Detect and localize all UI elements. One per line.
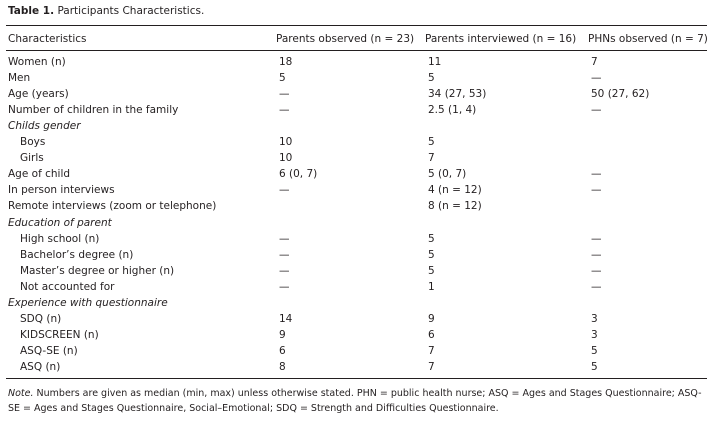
cell-value: 34 (27, 53) xyxy=(428,88,487,101)
cell-value: 7 xyxy=(428,360,435,373)
cell-value: 5 xyxy=(428,264,435,277)
cell-value: — xyxy=(279,184,290,197)
cell-value: — xyxy=(279,104,290,117)
table-title: Table 1. Participants Characteristics. xyxy=(8,5,204,17)
row-label: Not accounted for xyxy=(20,280,115,293)
cell-value: 5 xyxy=(591,360,598,373)
row-label: Girls xyxy=(20,152,44,165)
cell-value: 5 xyxy=(428,136,435,149)
cell-value: 2.5 (1, 4) xyxy=(428,104,477,117)
cell-value: 18 xyxy=(279,56,293,68)
cell-value: — xyxy=(591,72,602,85)
row-label: In person interviews xyxy=(8,184,115,197)
cell-value: 10 xyxy=(279,152,293,165)
cell-value: — xyxy=(279,248,290,261)
cell-value: 11 xyxy=(428,56,442,68)
row-label: Bachelor’s degree (n) xyxy=(20,248,134,261)
title-text: Participants Characteristics. xyxy=(57,5,205,17)
cell-value: — xyxy=(591,184,602,197)
row-label: Men xyxy=(8,72,31,85)
top-rule xyxy=(6,25,707,26)
cell-value: 6 xyxy=(279,344,286,357)
cell-value: — xyxy=(279,88,290,101)
header-rule xyxy=(6,50,707,51)
row-label: Remote interviews (zoom or telephone) xyxy=(8,200,217,213)
cell-value: — xyxy=(591,104,602,117)
row-label: ASQ (n) xyxy=(20,360,61,373)
row-label: KIDSCREEN (n) xyxy=(20,328,99,341)
cell-value: — xyxy=(591,168,602,181)
cell-value: 8 (n = 12) xyxy=(428,200,482,213)
cell-value: 5 (0, 7) xyxy=(428,168,467,181)
note-text: Numbers are given as median (min, max) u… xyxy=(8,388,702,414)
cell-value: 5 xyxy=(591,344,598,357)
cell-value: 50 (27, 62) xyxy=(591,88,650,101)
cell-value: 7 xyxy=(591,56,598,68)
row-label: Age of child xyxy=(8,168,71,181)
cell-value: 10 xyxy=(279,136,293,149)
section-label: Childs gender xyxy=(8,120,81,133)
note-label: Note. xyxy=(8,388,34,399)
cell-value: — xyxy=(279,280,290,293)
column-header: PHNs observed (n = 7) xyxy=(588,33,708,45)
row-label: Boys xyxy=(20,136,46,149)
cell-value: 5 xyxy=(279,72,286,85)
cell-value: 6 xyxy=(428,328,435,341)
row-label: Number of children in the family xyxy=(8,104,179,117)
bottom-rule xyxy=(6,378,707,379)
cell-value: 3 xyxy=(591,312,598,325)
cell-value: — xyxy=(591,264,602,277)
section-label: Education of parent xyxy=(8,216,112,229)
row-label: Women (n) xyxy=(8,56,66,68)
cell-value: 3 xyxy=(591,328,598,341)
cell-value: — xyxy=(591,248,602,261)
column-header: Characteristics xyxy=(8,33,87,45)
cell-value: 9 xyxy=(279,328,286,341)
section-label: Experience with questionnaire xyxy=(8,296,168,309)
cell-value: — xyxy=(591,280,602,293)
cell-value: 5 xyxy=(428,248,435,261)
cell-value: 6 (0, 7) xyxy=(279,168,318,181)
row-label: High school (n) xyxy=(20,232,100,245)
cell-value: — xyxy=(591,232,602,245)
cell-value: 9 xyxy=(428,312,435,325)
cell-value: 1 xyxy=(428,280,435,293)
row-label: Age (years) xyxy=(8,88,69,101)
cell-value: — xyxy=(279,232,290,245)
cell-value: — xyxy=(279,264,290,277)
row-label: ASQ-SE (n) xyxy=(20,344,78,357)
title-label: Table 1. xyxy=(8,5,55,17)
cell-value: 4 (n = 12) xyxy=(428,184,482,197)
cell-value: 7 xyxy=(428,152,435,165)
row-label: SDQ (n) xyxy=(20,312,62,325)
row-label: Master’s degree or higher (n) xyxy=(20,264,175,277)
cell-value: 5 xyxy=(428,72,435,85)
column-header: Parents observed (n = 23) xyxy=(276,33,415,45)
column-header: Parents interviewed (n = 16) xyxy=(425,33,577,45)
cell-value: 14 xyxy=(279,312,293,325)
table-note: Note. Numbers are given as median (min, … xyxy=(8,386,706,416)
cell-value: 5 xyxy=(428,232,435,245)
cell-value: 8 xyxy=(279,360,286,373)
cell-value: 7 xyxy=(428,344,435,357)
